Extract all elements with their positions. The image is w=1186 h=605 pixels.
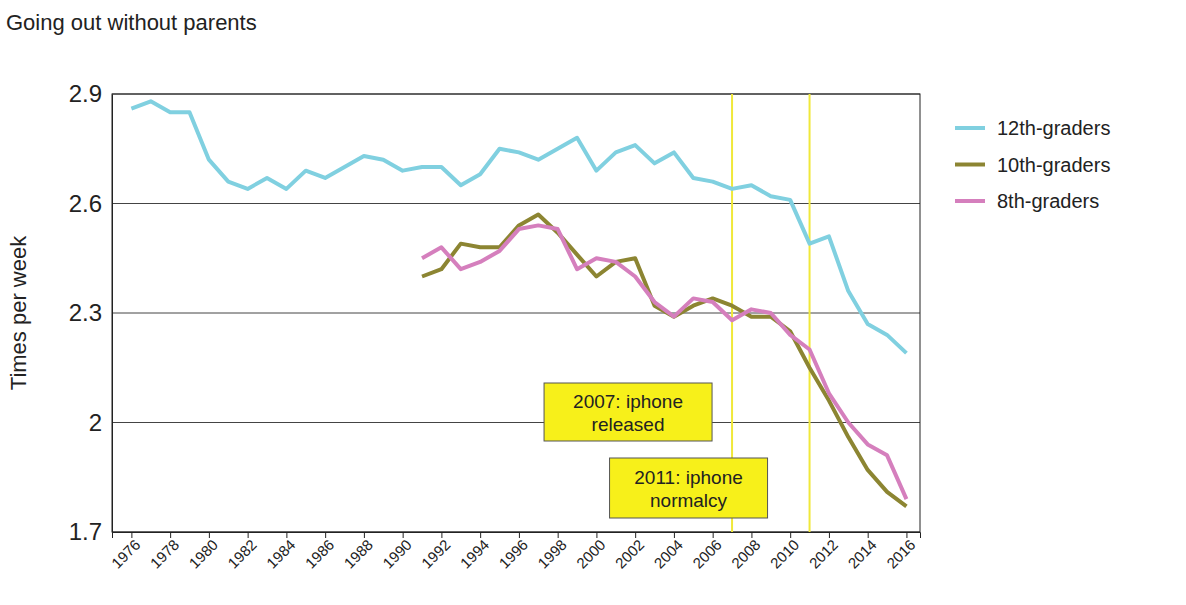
legend-label: 8th-graders [997, 190, 1099, 212]
annotation-text: 2007: iphone [573, 391, 683, 412]
y-tick-label: 1.7 [69, 518, 102, 545]
x-tick-label: 2004 [650, 536, 686, 572]
y-tick: 2.6 [69, 190, 112, 217]
annotation-text: released [592, 414, 665, 435]
grid-line [112, 203, 920, 204]
grid-line [112, 313, 920, 314]
legend-swatch [955, 126, 985, 130]
x-tick-label: 2006 [689, 536, 725, 572]
x-tick-label: 1988 [340, 536, 376, 572]
x-tick-label: 1998 [534, 536, 570, 572]
x-tick: 2012 [805, 532, 841, 572]
y-tick: 2.3 [69, 299, 112, 326]
x-axis: 1976197819801982198419861988199019921994… [108, 532, 921, 572]
x-tick-label: 2016 [883, 536, 919, 572]
annotation-box [544, 383, 712, 441]
annotation-text: 2011: iphone [634, 467, 742, 488]
legend-label: 10th-graders [997, 154, 1110, 176]
x-tick: 1980 [185, 532, 221, 572]
x-tick-label: 1978 [147, 536, 183, 572]
annotation: 2007: iphonereleased [544, 383, 712, 441]
y-tick-label: 2.6 [69, 190, 102, 217]
y-tick: 1.7 [69, 518, 112, 545]
x-tick: 2008 [728, 532, 764, 572]
annotation-text: normalcy [650, 490, 728, 511]
x-tick: 2016 [883, 532, 919, 572]
x-tick: 2004 [650, 532, 686, 572]
x-tick-label: 1994 [457, 536, 493, 572]
x-tick-label: 2008 [728, 536, 764, 572]
x-tick: 1988 [340, 532, 376, 572]
x-tick-label: 1986 [302, 536, 338, 572]
x-tick: 2000 [573, 532, 609, 572]
x-tick-label: 2010 [767, 536, 803, 572]
x-tick: 1996 [495, 532, 531, 572]
legend-swatch [955, 163, 985, 167]
annotations: 2007: iphonereleased 2011: iphonenormalcy [544, 383, 768, 518]
x-tick-label: 1976 [108, 536, 144, 572]
plot-frame [112, 94, 920, 532]
x-tick-label: 1980 [185, 536, 221, 572]
y-axis: 1.7 2 2.3 2.6 2.9 [69, 80, 113, 545]
x-tick: 1978 [147, 532, 183, 572]
annotation-line [809, 94, 811, 532]
x-tick: 1986 [302, 532, 338, 572]
x-tick: 1998 [534, 532, 570, 572]
plot-lines [131, 101, 906, 506]
x-tick-label: 2000 [573, 536, 609, 572]
x-tick: 1994 [457, 532, 493, 572]
x-tick-label: 1982 [224, 536, 260, 572]
x-tick: 2002 [612, 532, 648, 572]
x-tick-label: 1990 [379, 536, 415, 572]
y-tick-label: 2 [89, 409, 102, 436]
y-axis-title: Times per week [6, 235, 31, 390]
x-tick: 2010 [767, 532, 803, 572]
grid [112, 94, 920, 532]
x-tick-label: 2012 [805, 536, 841, 572]
annotation: 2011: iphonenormalcy [610, 458, 768, 518]
y-tick-label: 2.9 [69, 80, 102, 107]
x-tick: 1982 [224, 532, 260, 572]
x-tick: 2006 [689, 532, 725, 572]
grid-line [112, 422, 920, 423]
x-tick: 1990 [379, 532, 415, 572]
y-tick-label: 2.3 [69, 299, 102, 326]
legend-swatch [955, 199, 985, 203]
y-tick: 2.9 [69, 80, 112, 107]
annotation-box [610, 458, 768, 518]
y-tick: 2 [89, 409, 112, 436]
x-tick: 1984 [263, 532, 299, 572]
x-tick: 2014 [844, 532, 880, 572]
title: Going out without parents [6, 10, 257, 35]
legend-label: 12th-graders [997, 117, 1110, 139]
x-tick-label: 1984 [263, 536, 299, 572]
x-tick: 1992 [418, 532, 454, 572]
x-tick-label: 1996 [495, 536, 531, 572]
x-tick: 1976 [108, 532, 144, 572]
x-tick-label: 1992 [418, 536, 454, 572]
x-tick-label: 2002 [612, 536, 648, 572]
legend: 12th-graders 10th-graders 8th-graders [955, 117, 1110, 212]
chart: Going out without parents Times per week 1… [0, 0, 1186, 605]
x-tick-label: 2014 [844, 536, 880, 572]
